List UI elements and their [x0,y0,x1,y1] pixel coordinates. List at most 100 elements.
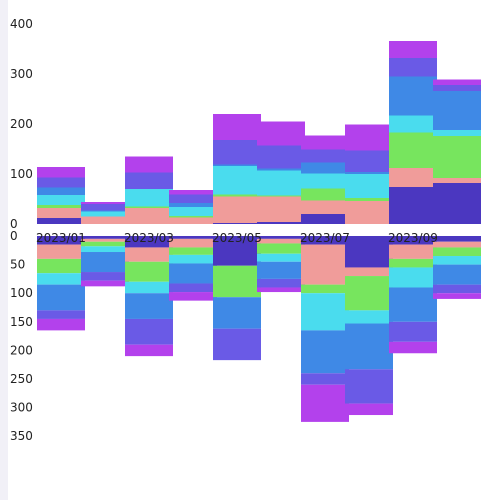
top-bar-segment-2023-09-s3 [389,115,437,133]
top-y-tick-label: 100 [10,167,33,181]
top-bar-segment-2023-02-s5 [81,204,129,211]
bottom-bar-segment-2023-01-s0 [37,236,85,245]
bottom-bar-segment-2023-08-s2 [345,276,393,311]
top-bar-segment-2023-03-s1 [125,208,173,224]
top-bar-segment-2023-07-s6 [301,135,349,150]
bottom-bar-segment-2023-08-s5 [345,369,393,404]
top-bar-segment-2023-04-s1 [169,217,217,224]
bottom-bar-segment-2023-02-s6 [81,280,129,287]
top-bar-segment-2023-01-s4 [37,187,85,195]
top-bar-segment-2023-10-s2 [433,136,481,178]
bottom-bar-segment-2023-07-s2 [301,284,349,294]
bottom-bar-segment-2023-04-s6 [169,292,217,301]
bottom-bar-segment-2023-10-s3 [433,256,481,265]
bottom-bar-segment-2023-08-s0 [345,236,393,268]
bottom-bar-segment-2023-10-s6 [433,293,481,299]
x-tick-label-2023-07: 2023/07 [300,231,350,245]
top-bar-segment-2023-04-s5 [169,194,217,203]
x-axis-tick-labels: 2023/01 2023/03 2023/05 2023/07 2023/09 [36,231,438,245]
top-bar-segment-2023-07-s5 [301,149,349,163]
bottom-bar-segment-2023-06-s3 [257,253,305,262]
bottom-bar-segment-2023-06-s5 [257,278,305,288]
bottom-bar-segment-2023-07-s1 [301,244,349,285]
top-bar-segment-2023-04-s2 [169,216,217,218]
top-bar-segment-2023-05-s6 [213,114,261,140]
bottom-bar-segment-2023-02-s0 [81,236,129,239]
bottom-bar-segment-2023-09-s3 [389,267,437,288]
bottom-bar-segment-2023-02-s2 [81,241,129,247]
bottom-bar-segment-2023-03-s6 [125,344,173,357]
top-bar-segment-2023-01-s2 [37,205,85,208]
bottom-bar-segment-2023-06-s0 [257,236,305,239]
bottom-y-tick-label: 0 [10,229,18,243]
bottom-bar-segment-2023-01-s4 [37,284,85,311]
top-y-tick-label: 0 [10,217,18,231]
bottom-bar-segment-2023-06-s1 [257,238,305,244]
top-bar-segment-2023-03-s3 [125,189,173,207]
top-bar-segment-2023-04-s6 [169,190,217,195]
top-bar-segment-2023-02-s1 [81,216,129,224]
top-bar-segment-2023-05-s2 [213,194,261,197]
bottom-bar-segment-2023-09-s2 [389,258,437,268]
bottom-bar-segment-2023-04-s5 [169,283,217,293]
top-bar-segment-2023-09-s5 [389,58,437,77]
top-bar-segment-2023-05-s5 [213,140,261,165]
bottom-bar-segment-2023-04-s3 [169,254,217,264]
top-bar-segment-2023-05-s4 [213,164,261,166]
bottom-bar-segment-2023-02-s5 [81,272,129,281]
bottom-bar-segment-2023-05-s5 [213,328,261,361]
top-bar-segment-2023-06-s3 [257,170,305,196]
top-y-tick-label: 200 [10,117,33,131]
bottom-bar-segment-2023-07-s0 [301,236,349,245]
bottom-bar-segment-2023-10-s0 [433,236,481,242]
top-bar-segment-2023-05-s1 [213,196,261,223]
top-bar-segment-2023-09-s4 [389,76,437,116]
bottom-y-tick-label: 50 [10,258,25,272]
bottom-bar-segment-2023-10-s2 [433,247,481,257]
top-bar-segment-2023-01-s3 [37,195,85,205]
x-tick-label-2023-03: 2023/03 [124,231,174,245]
top-bar-segment-2023-06-s4 [257,168,305,171]
bottom-bar-segment-2023-10-s5 [433,284,481,294]
top-bar-segment-2023-10-s5 [433,85,481,91]
bottom-bar-segment-2023-01-s1 [37,244,85,259]
top-bar-segment-2023-05-s3 [213,166,261,195]
bottom-bar-segment-2023-10-s1 [433,241,481,248]
bottom-bar-segment-2023-07-s4 [301,330,349,374]
left-edge-strip [0,0,8,500]
bottom-bar-segment-2023-09-s5 [389,321,437,342]
bottom-bar-segment-2023-06-s6 [257,287,305,293]
top-bar-segment-2023-03-s6 [125,156,173,173]
bottom-bar-segment-2023-01-s6 [37,318,85,331]
bottom-bar-segment-2023-02-s1 [81,238,129,242]
bottom-y-tick-label: 200 [10,343,33,357]
top-bar-segment-2023-09-s2 [389,132,437,168]
bottom-bar-segment-2023-03-s5 [125,318,173,345]
bottom-panel-y-axis: 0 50 100 150 200 250 300 350 [10,229,33,443]
bottom-bar-segment-2023-08-s4 [345,323,393,370]
top-bar-segment-2023-07-s2 [301,188,349,201]
top-panel-bars [37,41,481,224]
bottom-bar-segment-2023-05-s4 [213,297,261,329]
top-bar-segment-2023-06-s0 [257,222,305,224]
bottom-bar-segment-2023-08-s3 [345,310,393,324]
top-bar-segment-2023-02-s6 [81,202,129,204]
top-bar-segment-2023-10-s0 [433,183,481,224]
top-bar-segment-2023-10-s6 [433,79,481,85]
top-y-tick-label: 300 [10,67,33,81]
x-tick-label-2023-05: 2023/05 [212,231,262,245]
bottom-bar-segment-2023-03-s2 [125,261,173,282]
x-tick-label-2023-09: 2023/09 [388,231,438,245]
top-bar-segment-2023-09-s0 [389,187,437,224]
top-bar-segment-2023-02-s4 [81,210,129,212]
bottom-bar-segment-2023-07-s3 [301,293,349,331]
top-bar-segment-2023-06-s1 [257,196,305,222]
top-bar-segment-2023-06-s2 [257,195,305,197]
top-bar-segment-2023-08-s6 [345,124,393,151]
top-bar-segment-2023-01-s6 [37,167,85,178]
top-panel-y-axis: 0 100 200 300 400 [10,17,33,231]
bottom-bar-segment-2023-04-s4 [169,263,217,284]
bottom-bar-segment-2023-07-s6 [301,384,349,422]
bottom-bar-segment-2023-03-s1 [125,247,173,262]
